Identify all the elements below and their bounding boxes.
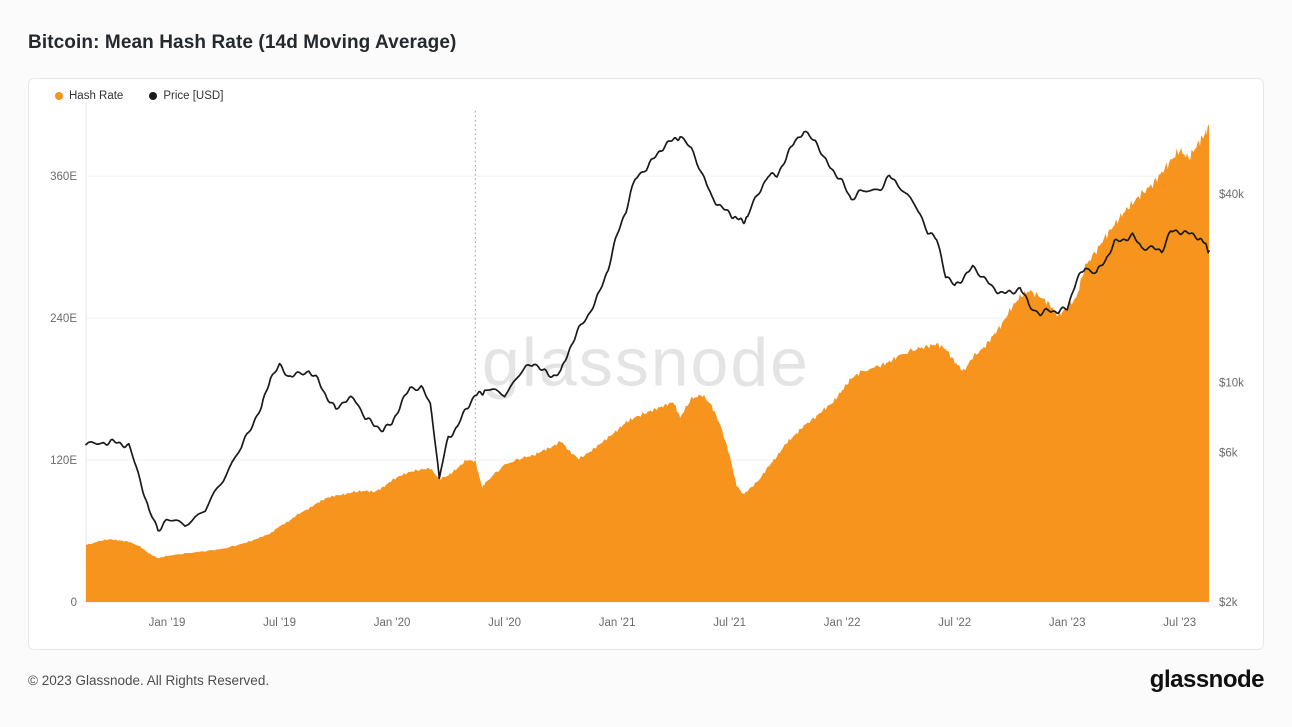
y-right-tick-label: $40k (1219, 189, 1244, 201)
x-tick-label: Jan '22 (824, 617, 861, 629)
x-tick-label: Jul '20 (488, 617, 521, 629)
x-tick-label: Jan '21 (599, 617, 636, 629)
footer: © 2023 Glassnode. All Rights Reserved. g… (28, 666, 1265, 694)
page-title: Bitcoin: Mean Hash Rate (14d Moving Aver… (28, 32, 457, 53)
legend-label-price: Price [USD] (163, 90, 224, 102)
chart-legend: Hash Rate Price [USD] (55, 90, 223, 102)
x-tick-label: Jan '20 (374, 617, 411, 629)
y-right-tick-label: $6k (1219, 447, 1238, 459)
legend-label-hash-rate: Hash Rate (69, 90, 124, 102)
y-left-tick-label: 360E (50, 171, 77, 183)
y-left-tick-label: 120E (50, 455, 77, 467)
copyright-text: © 2023 Glassnode. All Rights Reserved. (28, 672, 270, 688)
x-tick-label: Jul '19 (263, 617, 296, 629)
legend-item-price[interactable]: Price [USD] (149, 90, 223, 102)
hash-rate-area (86, 124, 1209, 603)
glassnode-logo: glassnode (1149, 666, 1265, 693)
x-tick-label: Jul '23 (1163, 617, 1196, 629)
hash-rate-legend-dot-icon (55, 92, 63, 100)
glassnode-watermark: glassnode (481, 324, 811, 401)
price-legend-dot-icon (149, 92, 158, 100)
chart-card: Hash Rate Price [USD] glassnode 360E 240E… (28, 78, 1264, 650)
x-tick-label: Jul '21 (713, 617, 746, 629)
chart-plot-area[interactable]: 360E 240E 120E 0 $40k $10k $6k $2k Jan '19 Jul '1… (29, 79, 1263, 649)
page: Bitcoin: Mean Hash Rate (14d Moving Aver… (28, 32, 1265, 694)
x-tick-label: Jan '23 (1049, 617, 1086, 629)
x-tick-label: Jul '22 (938, 617, 971, 629)
price-line (85, 130, 1210, 532)
legend-item-hash-rate[interactable]: Hash Rate (55, 90, 123, 102)
y-left-tick-label: 240E (50, 313, 77, 325)
y-right-tick-label: $10k (1219, 378, 1244, 390)
y-left-tick-label: 0 (71, 597, 77, 609)
x-tick-label: Jan '19 (149, 617, 186, 629)
y-right-tick-label: $2k (1219, 597, 1238, 609)
